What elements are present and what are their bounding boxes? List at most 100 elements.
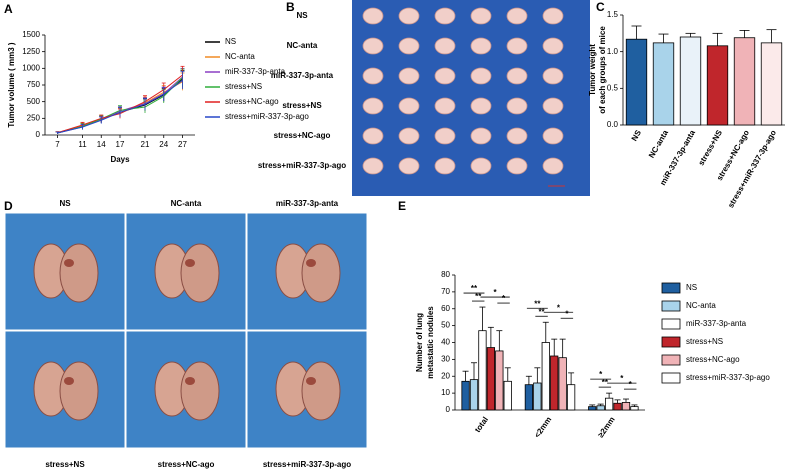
significance-label: *: [629, 380, 633, 389]
tumor: [470, 127, 492, 145]
nodule: [64, 377, 74, 385]
y-tick-label: 750: [27, 80, 41, 89]
bar: [495, 350, 504, 411]
legend-swatch: [661, 354, 681, 366]
x-tick-label: stress+NS: [697, 128, 725, 167]
photo-label: miR-337-3p-anta: [276, 199, 339, 208]
legend-swatch: [661, 372, 681, 384]
lung-photos: [4, 212, 368, 449]
x-tick-label: total: [473, 415, 490, 434]
y-tick-label: 500: [27, 97, 41, 106]
bar: [533, 382, 542, 411]
photo-label: stress+NC-ago: [158, 460, 215, 469]
bar: [760, 42, 783, 126]
bar: [524, 384, 534, 411]
y-tick-label: 30: [441, 354, 450, 363]
tumor: [362, 37, 384, 55]
tumor: [398, 157, 420, 175]
x-axis-label: Days: [110, 155, 130, 164]
photo-label: stress+miR-337-3p-ago: [263, 460, 351, 469]
tumor: [542, 7, 564, 25]
legend-label: miR-337-3p-anta: [225, 67, 286, 76]
tumor: [434, 67, 456, 85]
nodule: [185, 377, 195, 385]
bar: [596, 405, 605, 411]
panel-letter: D: [4, 199, 13, 213]
bar: [630, 406, 639, 411]
y-tick-label: 50: [441, 321, 450, 330]
panel-letter: C: [596, 0, 605, 14]
significance-label: **: [538, 307, 545, 316]
bar: [566, 384, 576, 411]
tumor: [398, 7, 420, 25]
tumor: [470, 7, 492, 25]
bar: [604, 397, 614, 411]
tumor: [434, 157, 456, 175]
tumor: [434, 7, 456, 25]
significance-label: *: [502, 294, 506, 303]
x-tick-label: stress+miR-337-3p-ago: [726, 128, 778, 209]
bar: [550, 355, 559, 411]
legend-swatch: [661, 282, 681, 294]
photo-cell: [125, 212, 247, 331]
tumor: [398, 37, 420, 55]
x-tick-label: 17: [116, 140, 125, 149]
significance-label: *: [557, 303, 561, 312]
significance-label: **: [475, 292, 482, 301]
legend-label: stress+miR-337-3p-ago: [225, 112, 309, 121]
nodule: [306, 377, 316, 385]
x-tick-label: 14: [97, 140, 106, 149]
bar: [558, 357, 567, 411]
lung-right: [180, 243, 220, 303]
lung-right: [301, 243, 341, 303]
significance-label: **: [471, 284, 478, 293]
bar: [503, 380, 512, 411]
x-tick-label: 21: [141, 140, 150, 149]
y-tick-label: 40: [441, 338, 450, 347]
photo-label: NS: [59, 199, 71, 208]
y-tick-label: 1000: [22, 63, 40, 72]
y-tick-label: 60: [441, 304, 450, 313]
legend-label: stress+NC-ago: [225, 97, 279, 106]
lung-right: [59, 243, 99, 303]
y-tick-label: 0.0: [607, 120, 619, 129]
significance-label: *: [494, 288, 498, 297]
bar: [652, 42, 675, 126]
x-tick-label: 27: [178, 140, 187, 149]
legend-label: NS: [225, 37, 236, 46]
tumor: [434, 37, 456, 55]
bar: [679, 36, 702, 126]
y-tick-label: 80: [441, 270, 450, 279]
lung-right: [59, 361, 99, 421]
y-axis-label: Tumor weight: [588, 44, 597, 96]
lung-right: [301, 361, 341, 421]
y-axis-label: Number of lung: [415, 313, 424, 372]
y-tick-label: 70: [441, 287, 450, 296]
y-tick-label: 1500: [22, 30, 40, 39]
bar: [706, 45, 729, 126]
row-label: miR-337-3p-anta: [271, 71, 334, 80]
legend-label: stress+NS: [225, 82, 262, 91]
legend-label: NC-anta: [686, 301, 716, 310]
tumor: [542, 127, 564, 145]
nodule: [306, 259, 316, 267]
panel-letter: E: [398, 199, 406, 213]
series-line: [57, 79, 183, 134]
panel-letter: A: [4, 2, 13, 16]
significance-label: *: [565, 309, 569, 318]
tumor: [542, 97, 564, 115]
tumor: [506, 7, 528, 25]
tumor: [506, 127, 528, 145]
y-tick-label: 1250: [22, 47, 40, 56]
significance-label: **: [534, 299, 541, 308]
legend-swatch: [661, 336, 681, 348]
y-tick-label: 1.5: [607, 10, 619, 19]
bar: [613, 402, 622, 411]
bar: [625, 38, 648, 126]
tumor: [362, 127, 384, 145]
tumor: [506, 97, 528, 115]
y-axis-label: metastatic nodules: [426, 306, 435, 379]
y-tick-label: 20: [441, 371, 450, 380]
